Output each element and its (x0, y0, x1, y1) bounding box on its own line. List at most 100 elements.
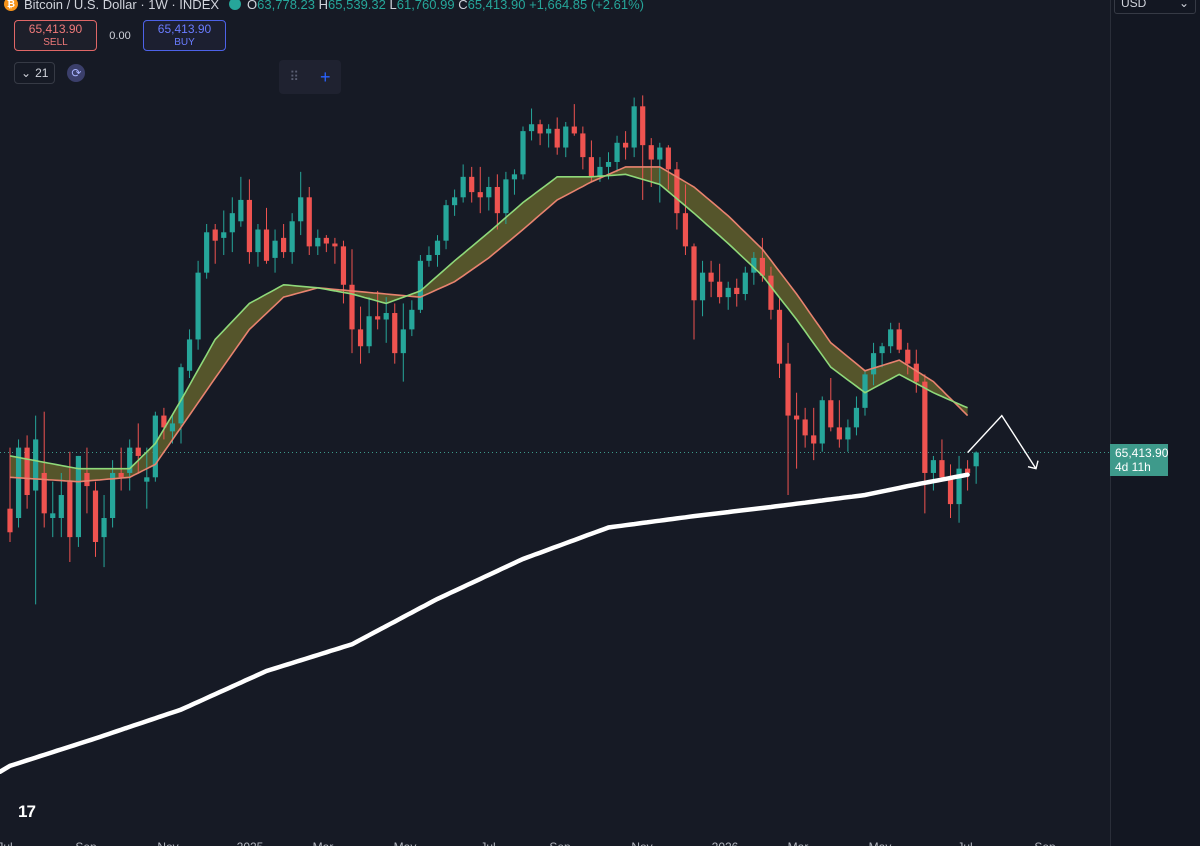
candle-body (118, 472, 124, 478)
candle-body (178, 367, 184, 424)
candle-body (503, 179, 509, 214)
candle-body (246, 199, 252, 253)
candle-body (92, 490, 99, 543)
candle-body (67, 481, 73, 538)
slow-ema-line (9, 166, 969, 483)
candle-body (204, 232, 210, 273)
time-tick-label: Mar (788, 840, 809, 846)
candle-body (751, 257, 757, 273)
candle-body (298, 197, 304, 222)
candle-body (383, 313, 389, 320)
candle-body (460, 176, 466, 198)
buy-button[interactable]: 65,413.90 BUY (143, 20, 226, 51)
candle-body (811, 435, 817, 444)
candle-body (75, 455, 81, 538)
candle-body (870, 353, 877, 375)
candle-body (15, 447, 22, 519)
candle-body (597, 166, 603, 177)
candle-body (580, 133, 586, 158)
bar-countdown: 4d 11h (1115, 460, 1151, 474)
candle-body (101, 518, 107, 538)
time-tick-label: Jul (0, 840, 13, 846)
indicators-toggle[interactable]: ⌄ 21 (14, 62, 56, 84)
candle-body (434, 240, 441, 255)
open-value: 63,778.23 (257, 0, 316, 12)
candle-body (965, 468, 971, 473)
candle-body (110, 472, 116, 519)
candle-body (725, 287, 731, 298)
candle-body (366, 316, 372, 347)
candle-body (947, 477, 954, 505)
drag-handle-icon[interactable]: ⠿ (289, 69, 300, 84)
candle-body (862, 374, 868, 408)
candle-body (922, 381, 928, 473)
candle-body (794, 415, 800, 420)
currency-select[interactable]: USD ⌄ (1114, 0, 1196, 14)
candle-body (605, 161, 612, 167)
floating-toolbar: ⠿ + (279, 60, 341, 94)
candle-body (879, 346, 885, 354)
candle-body (691, 246, 697, 301)
candle-body (84, 472, 90, 487)
candle-body (939, 460, 945, 478)
candle-body (58, 495, 64, 519)
candle-body (400, 329, 406, 354)
candle-body (776, 309, 783, 364)
sell-label: SELL (43, 36, 68, 48)
candle-body (973, 452, 979, 467)
candle-body (272, 240, 278, 258)
candle-body (759, 257, 765, 276)
candle-body (836, 427, 842, 440)
candle-body (657, 147, 663, 160)
time-tick-label: 2026 (712, 840, 739, 846)
candle-body (169, 423, 176, 432)
trade-panel: 65,413.90 SELL 0.00 65,413.90 BUY (14, 20, 226, 51)
candle-body (409, 309, 415, 330)
candle-body (7, 508, 13, 533)
candle-body (41, 472, 47, 514)
sell-button[interactable]: 65,413.90 SELL (14, 20, 97, 51)
candle-body (281, 237, 287, 253)
symbol-title[interactable]: Bitcoin / U.S. Dollar · 1W · INDEX (24, 0, 220, 12)
candle-body (930, 460, 936, 473)
candle-body (511, 174, 518, 180)
sell-price: 65,413.90 (28, 21, 83, 36)
candle-body (588, 157, 594, 177)
tradingview-logo[interactable]: 17 (18, 802, 36, 821)
candle-body (33, 439, 39, 491)
candle-body (699, 272, 706, 301)
candle-body (152, 415, 158, 478)
candle-body (426, 254, 432, 261)
candle-body (357, 329, 364, 347)
crosshair-icon[interactable]: + (319, 66, 331, 87)
last-price-value: 65,413.90 (1115, 446, 1169, 460)
candle-body (554, 128, 560, 148)
candle-body (828, 400, 834, 428)
candle-body (186, 339, 193, 371)
time-tick-label: Sep (75, 840, 97, 846)
candle-body (127, 447, 133, 473)
candle-body (802, 419, 808, 436)
candle-body (734, 287, 740, 295)
candle-body (469, 176, 475, 193)
time-tick-label: Jul (957, 840, 972, 846)
candle-body (349, 284, 355, 330)
candle-body (546, 128, 552, 134)
sync-icon[interactable]: ⟳ (67, 64, 86, 82)
change-value: +1,664.85 (+2.61%) (529, 0, 644, 12)
candle-body (229, 213, 235, 233)
candle-body (571, 126, 577, 134)
candle-body (340, 246, 347, 285)
candle-body (563, 126, 569, 148)
ohlc-values: O63,778.23 H65,539.32 L61,760.99 C65,413… (247, 0, 644, 12)
candle-body (520, 131, 526, 175)
candle-body (375, 316, 381, 320)
candle-body (956, 468, 962, 505)
candle-body (494, 186, 500, 214)
buy-price: 65,413.90 (157, 21, 212, 36)
time-tick-label: Nov (631, 840, 652, 846)
price-axis[interactable] (1110, 0, 1200, 846)
long-ma-line (0, 472, 970, 775)
